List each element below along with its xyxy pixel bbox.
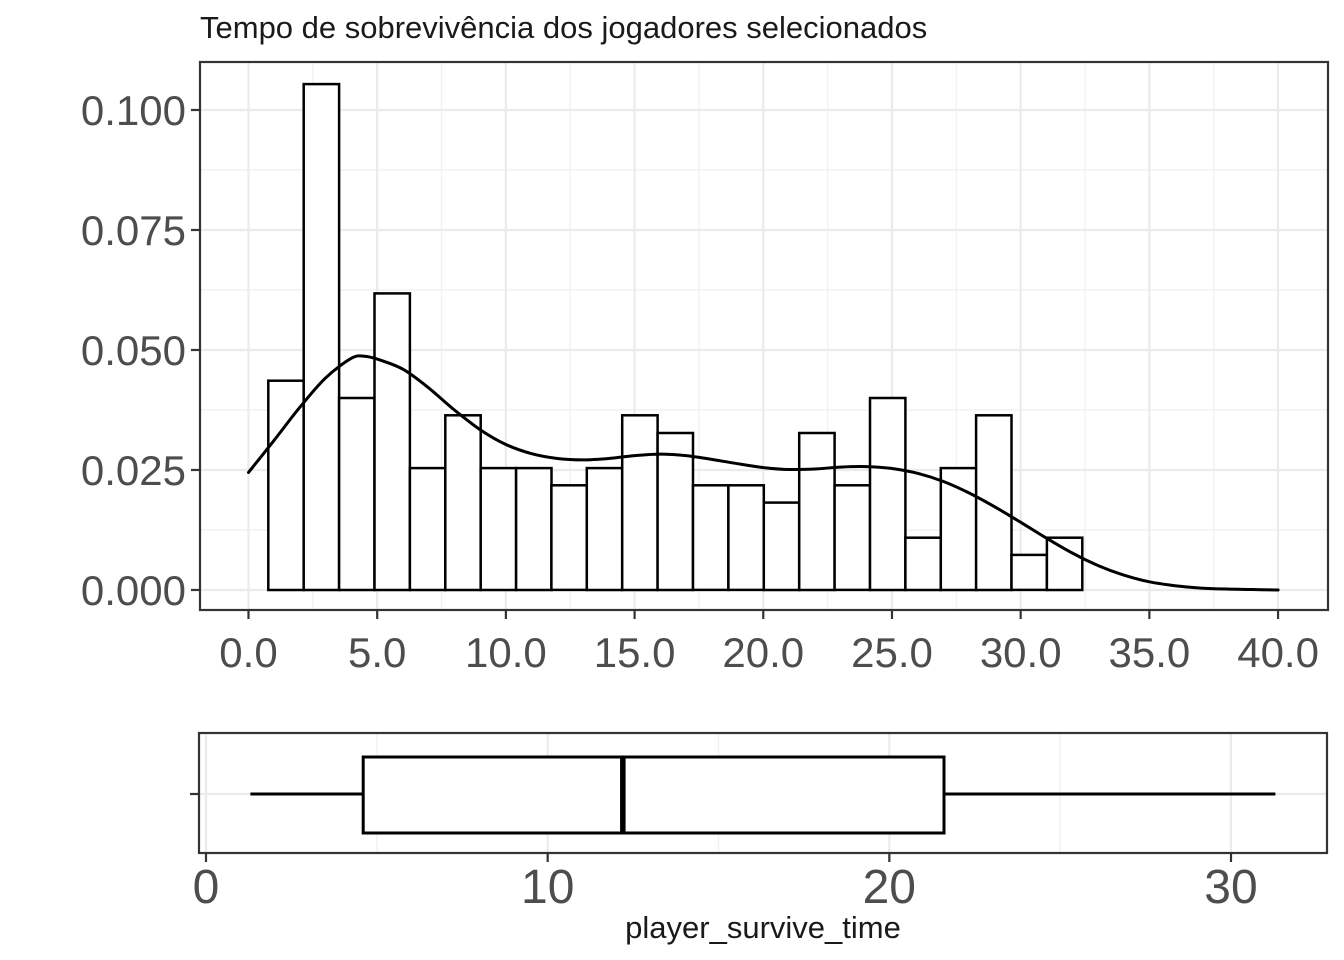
histogram-bar [444,414,482,592]
y-tick-label: 0.000 [81,567,186,614]
histogram-panel: 0.0 5.0 10.0 15.0 20.0 25.0 30.0 35.0 40.0 0.000 0… [81,60,1330,676]
histogram-bar [974,414,1013,592]
histogram-bar [585,466,624,592]
x-tick-label: 25.0 [851,629,933,676]
histogram-bar [868,396,907,592]
x-tick-label: 0.0 [219,629,277,676]
x-tick-label: 5.0 [348,629,406,676]
histogram-bar [302,82,341,592]
histogram-bar [550,484,589,592]
x-tick-label: 15.0 [594,629,676,676]
y-tick-label: 0.025 [81,447,186,494]
density-curve [247,354,1280,592]
histogram-bar [904,536,943,592]
histogram-bar [833,484,872,592]
histogram-bar [797,431,836,592]
x-tick-label: 20.0 [722,629,804,676]
x-tick-label: 40.0 [1237,629,1319,676]
x-tick-label: 10.0 [465,629,547,676]
y-tick-label: 0.100 [81,87,186,134]
x-tick-label: 35.0 [1109,629,1191,676]
x-tick-label: 10 [521,861,574,914]
x-tick-label: 30 [1204,861,1257,914]
x-axis-title: player_survive_time [625,910,901,945]
histogram-bar [1045,536,1084,592]
histogram-bar [620,414,659,592]
y-tick-label: 0.075 [81,207,186,254]
histogram-bar [762,501,801,592]
histogram-bar [1010,553,1049,592]
histogram-bar [408,466,447,592]
histogram-bar [337,396,376,592]
histogram-bar [373,292,412,592]
plot-title: Tempo de sobrevivência dos jogadores sel… [200,10,927,45]
histogram-bar [479,466,518,592]
x-tick-label: 20 [863,861,916,914]
boxplot-panel: 0 10 20 30 [190,731,1329,914]
x-tick-label: 0 [193,861,220,914]
x-tick-label: 30.0 [980,629,1062,676]
histogram-bar [691,484,730,592]
histogram-bar [267,379,305,592]
histogram-bar [727,484,766,592]
y-tick-label: 0.050 [81,327,186,374]
box [361,755,946,835]
histogram-bar [514,466,553,592]
